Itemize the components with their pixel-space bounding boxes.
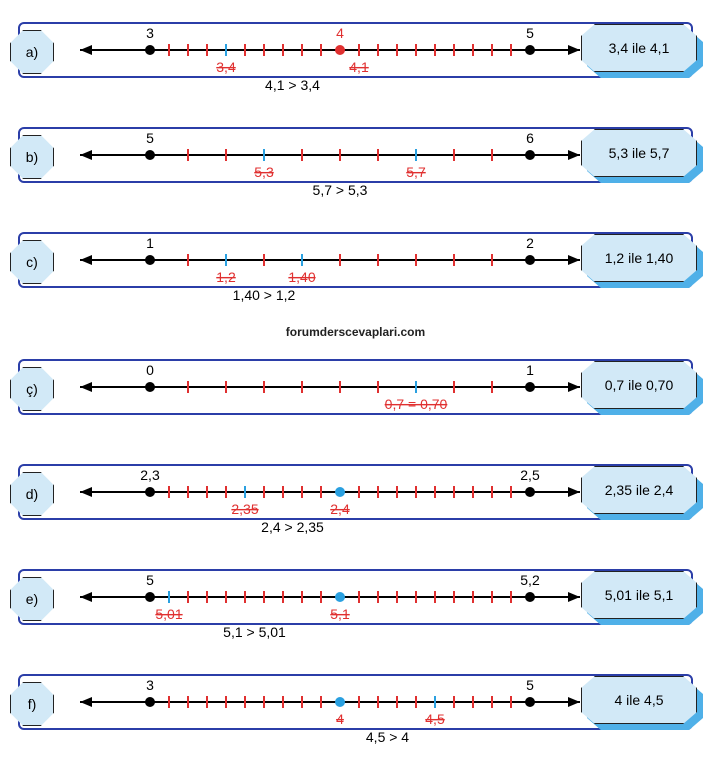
mark-label: 1,2	[216, 269, 236, 285]
end-label: 2,5	[520, 467, 540, 483]
row-label-hex: d)	[10, 472, 54, 516]
mark-label: 2,35	[231, 501, 258, 517]
end-label: 5	[146, 130, 154, 146]
mark-label: 1,40	[288, 269, 315, 285]
exercise-row: b) 5,3 ile 5,7 5 6 5,3 5,7 5,7 > 5,3	[10, 115, 701, 210]
exercise-row: a)3,4 ile 4,13543,44,14,1 > 3,4	[10, 10, 701, 105]
end-label: 0	[146, 362, 154, 378]
end-label: 5	[526, 677, 534, 693]
exercise-row: f)4 ile 4,53544,54,5 > 4	[10, 662, 701, 757]
number-line: 3 5 4 4,5 4,5 > 4	[70, 670, 590, 750]
end-label: 5	[146, 572, 154, 588]
row-right-hex: 1,2 ile 1,40	[581, 234, 701, 286]
end-label: 6	[526, 130, 534, 146]
number-line: 1 2 1,2 1,40 1,40 > 1,2	[70, 228, 590, 308]
row-right-label: 3,4 ile 4,1	[581, 24, 697, 72]
end-label: 3	[146, 25, 154, 41]
mark-label: 5,3	[254, 164, 274, 180]
row-right-label: 0,7 ile 0,70	[581, 361, 697, 409]
row-right-label: 5,01 ile 5,1	[581, 571, 697, 619]
row-right-label: 4 ile 4,5	[581, 676, 697, 724]
answer-text: 5,7 > 5,3	[313, 182, 368, 198]
end-label: 5	[526, 25, 534, 41]
row-label-hex: b)	[10, 135, 54, 179]
answer-text: 2,4 > 2,35	[261, 519, 324, 535]
end-label: 3	[146, 677, 154, 693]
end-label: 5,2	[520, 572, 540, 588]
number-line: 2,3 2,5 2,35 2,4 2,4 > 2,35	[70, 460, 590, 540]
end-label: 1	[146, 235, 154, 251]
row-right-hex: 5,01 ile 5,1	[581, 571, 701, 623]
end-label: 1	[526, 362, 534, 378]
row-right-hex: 5,3 ile 5,7	[581, 129, 701, 181]
row-right-hex: 3,4 ile 4,1	[581, 24, 701, 76]
mid-label: 4	[336, 25, 344, 41]
mark-label: 0,7 = 0,70	[385, 396, 448, 412]
answer-text: 4,1 > 3,4	[265, 77, 320, 93]
answer-text: 4,5 > 4	[366, 729, 409, 745]
row-right-hex: 4 ile 4,5	[581, 676, 701, 728]
answer-text: 1,40 > 1,2	[233, 287, 296, 303]
number-line: 5 6 5,3 5,7 5,7 > 5,3	[70, 123, 590, 203]
mark-label: 5,01	[155, 606, 182, 622]
end-label: 2	[526, 235, 534, 251]
answer-text: 5,1 > 5,01	[223, 624, 286, 640]
exercise-row: e)5,01 ile 5,155,25,015,15,1 > 5,01	[10, 557, 701, 652]
number-line: 0 1 0,7 = 0,70	[70, 355, 590, 435]
exercise-row: ç) 0,7 ile 0,70 0 1 0,7 = 0,70	[10, 347, 701, 442]
end-label: 2,3	[140, 467, 160, 483]
exercise-row: d) 2,35 ile 2,4 2,3 2,5 2,35 2,4 2,4 > 2,35	[10, 452, 701, 547]
watermark-text: forumderscevaplari.com	[10, 325, 701, 339]
row-right-label: 2,35 ile 2,4	[581, 466, 697, 514]
mark-label: 4	[336, 711, 344, 727]
row-label-hex: c)	[10, 240, 54, 284]
mark-label: 5,7	[406, 164, 426, 180]
row-right-label: 1,2 ile 1,40	[581, 234, 697, 282]
row-label-hex: ç)	[10, 367, 54, 411]
mark-label: 2,4	[330, 501, 350, 517]
row-right-hex: 0,7 ile 0,70	[581, 361, 701, 413]
mark-label: 4,5	[425, 711, 445, 727]
mark-label: 4,1	[349, 59, 369, 75]
number-line: 5 5,2 5,01 5,1 5,1 > 5,01	[70, 565, 590, 645]
mark-label: 5,1	[330, 606, 350, 622]
mark-label: 3,4	[216, 59, 236, 75]
number-line: 3 5 4 3,4 4,1 4,1 > 3,4	[70, 18, 590, 98]
row-right-hex: 2,35 ile 2,4	[581, 466, 701, 518]
exercise-row: c) 1,2 ile 1,40 1 2 1,2 1,40 1,40 > 1,2	[10, 220, 701, 315]
row-right-label: 5,3 ile 5,7	[581, 129, 697, 177]
